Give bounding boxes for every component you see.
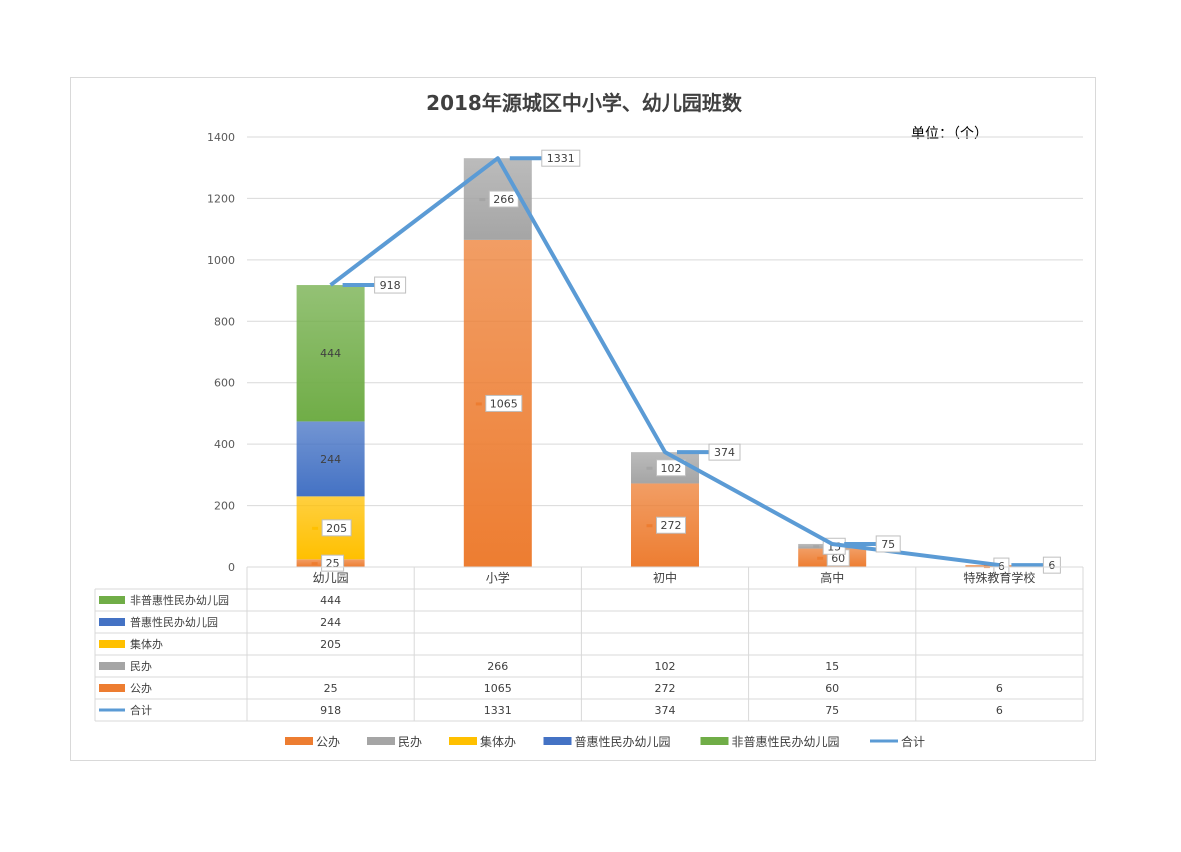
category-label: 小学 xyxy=(486,570,510,585)
legend-label: 非普惠性民办幼儿园 xyxy=(732,734,840,749)
y-tick-label: 1400 xyxy=(207,131,235,144)
data-label-key xyxy=(312,526,319,530)
data-label: 272 xyxy=(661,519,682,532)
chart-frame: 2018年源城区中小学、幼儿园班数单位：（个） 0 200 400 600 800 1000… xyxy=(70,77,1096,761)
total-label: 1331 xyxy=(547,152,575,165)
legend-key xyxy=(700,737,729,745)
data-label-box xyxy=(485,394,523,412)
table-cell: 272 xyxy=(655,682,676,695)
total-label-box xyxy=(374,276,407,294)
legend-key xyxy=(367,737,395,745)
data-label: 205 xyxy=(326,522,347,535)
data-label-box xyxy=(656,459,686,477)
total-label-box xyxy=(875,535,901,553)
bar-segment xyxy=(296,285,365,422)
table-row-label: 非普惠性民办幼儿园 xyxy=(130,593,229,607)
data-label-box xyxy=(321,519,352,537)
table-row-label: 集体办 xyxy=(130,637,163,651)
legend-label: 集体办 xyxy=(480,734,516,749)
category-label: 初中 xyxy=(653,570,677,585)
table-cell: 918 xyxy=(320,704,341,717)
table-row-label: 普惠性民办幼儿园 xyxy=(130,615,218,629)
y-tick-label: 200 xyxy=(214,500,235,513)
y-tick-label: 1000 xyxy=(207,254,235,267)
table-cell: 1065 xyxy=(484,682,512,695)
data-label-key xyxy=(646,466,653,470)
category-label: 特殊教育学校 xyxy=(963,570,1035,585)
legend-key xyxy=(285,737,313,745)
data-label-box xyxy=(656,516,686,534)
data-label-key xyxy=(475,402,482,406)
table-legend-key xyxy=(99,596,125,604)
table-cell: 6 xyxy=(996,704,1003,717)
data-label: 25 xyxy=(326,557,340,570)
table-cell: 75 xyxy=(825,704,839,717)
data-label-key xyxy=(479,198,486,202)
data-label-key xyxy=(646,524,653,528)
table-legend-key xyxy=(99,662,125,670)
data-label: 266 xyxy=(493,193,514,206)
data-label-key xyxy=(311,562,318,566)
legend-key xyxy=(449,737,477,745)
legend-label: 合计 xyxy=(901,734,925,749)
legend-key xyxy=(543,737,572,745)
data-label: 244 xyxy=(320,453,341,466)
table-cell: 444 xyxy=(320,594,341,607)
table-cell: 25 xyxy=(324,682,338,695)
legend-label: 普惠性民办幼儿园 xyxy=(575,734,671,749)
table-cell: 60 xyxy=(825,682,839,695)
category-label: 高中 xyxy=(820,570,844,585)
table-cell: 102 xyxy=(655,660,676,673)
table-cell: 266 xyxy=(487,660,508,673)
table-cell: 205 xyxy=(320,638,341,651)
legend-label: 公办 xyxy=(316,734,340,749)
y-tick-label: 1200 xyxy=(207,192,235,205)
table-legend-key xyxy=(99,640,125,648)
data-label-key xyxy=(813,545,820,549)
table-legend-key xyxy=(99,684,125,692)
total-label-box xyxy=(541,149,581,167)
data-label: 102 xyxy=(661,462,682,475)
data-label-box xyxy=(488,190,519,208)
table-cell: 244 xyxy=(320,616,341,629)
table-row-label: 合计 xyxy=(130,703,152,717)
data-label: 444 xyxy=(320,347,341,360)
data-label: 60 xyxy=(831,552,845,565)
total-label: 75 xyxy=(881,538,895,551)
table-row-label: 民办 xyxy=(130,660,152,673)
y-tick-label: 800 xyxy=(214,315,235,328)
bar-segment xyxy=(296,421,365,497)
total-label-box xyxy=(1042,556,1061,574)
total-label: 918 xyxy=(380,279,401,292)
legend-label: 民办 xyxy=(398,734,422,749)
total-label-box xyxy=(708,443,741,461)
unit-note: 单位：（个） xyxy=(911,126,988,142)
table-cell: 6 xyxy=(996,682,1003,695)
chart-title: 2018年源城区中小学、幼儿园班数 xyxy=(426,91,743,115)
y-tick-label: 600 xyxy=(214,377,235,390)
data-label-key xyxy=(817,556,824,560)
table-row-label: 公办 xyxy=(130,682,152,695)
data-label: 1065 xyxy=(490,397,518,410)
category-label: 幼儿园 xyxy=(313,571,349,585)
total-label: 6 xyxy=(1048,559,1055,572)
table-legend-key xyxy=(99,618,125,626)
y-tick-label: 400 xyxy=(214,438,235,451)
table-cell: 15 xyxy=(825,660,839,673)
table-cell: 374 xyxy=(655,704,676,717)
total-label: 374 xyxy=(714,446,735,459)
y-tick-label: 0 xyxy=(228,561,235,574)
table-cell: 1331 xyxy=(484,704,512,717)
